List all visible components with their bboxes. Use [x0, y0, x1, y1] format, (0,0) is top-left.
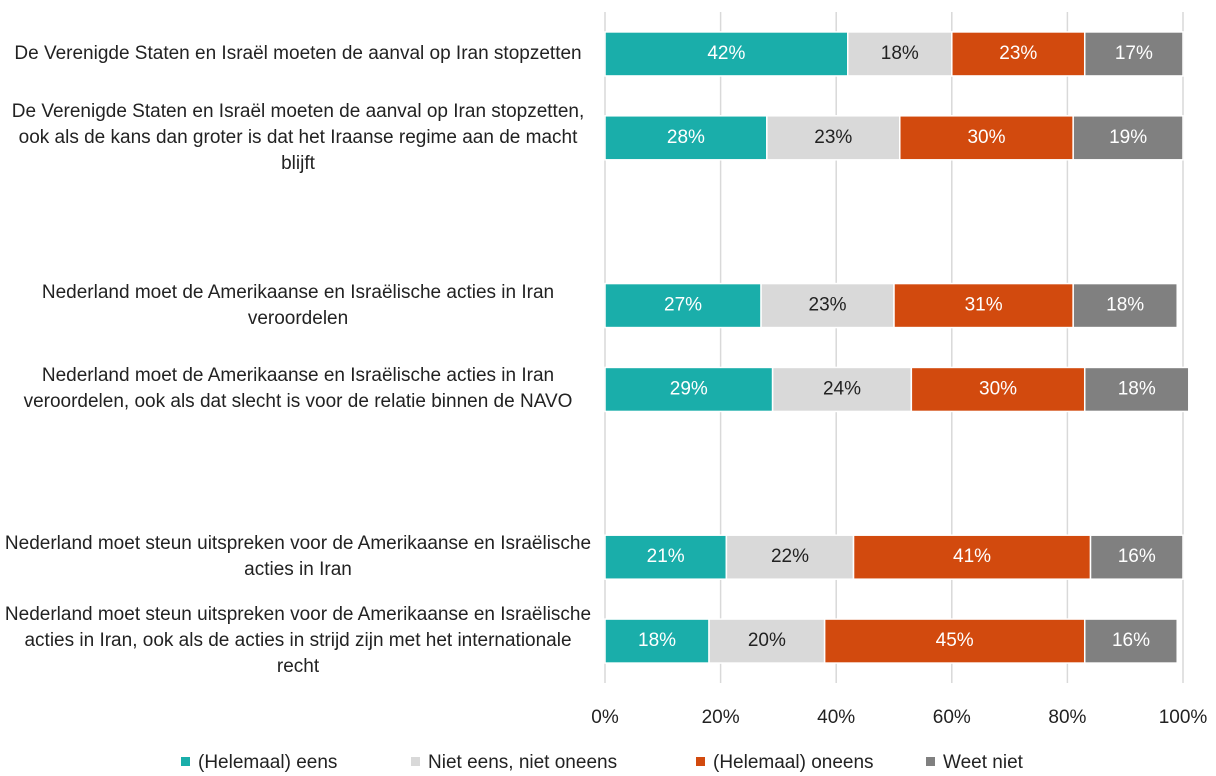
value-label: 27%	[664, 295, 702, 316]
legend-label: Weet niet	[943, 752, 1024, 773]
value-label: 30%	[967, 127, 1005, 148]
value-label: 16%	[1118, 546, 1156, 567]
value-label: 20%	[748, 630, 786, 651]
value-label: 23%	[999, 43, 1037, 64]
category-label: Nederland moet de Amerikaanse en Israëli…	[23, 365, 573, 413]
value-label: 22%	[771, 546, 809, 567]
value-label: 23%	[814, 127, 852, 148]
bar-segment	[708, 618, 826, 664]
legend-swatch	[411, 757, 420, 766]
bar-segment	[760, 282, 895, 329]
value-label: 18%	[881, 43, 919, 64]
bar-segment	[910, 366, 1086, 413]
value-label: 19%	[1109, 127, 1147, 148]
bar-segment	[823, 618, 1086, 664]
x-tick-label: 80%	[1048, 707, 1086, 728]
bar-segment	[1083, 366, 1190, 413]
bar-segment	[604, 534, 728, 580]
bar-segment	[1083, 31, 1184, 77]
value-label: 18%	[638, 630, 676, 651]
x-tick-label: 100%	[1159, 707, 1208, 728]
x-tick-label: 20%	[702, 707, 740, 728]
value-label: 30%	[979, 378, 1017, 399]
value-label: 29%	[670, 378, 708, 399]
x-tick-label: 0%	[591, 707, 619, 728]
value-label: 24%	[823, 378, 861, 399]
bar-segment	[771, 366, 913, 413]
legend-swatch	[926, 757, 935, 766]
bar-segment	[604, 31, 849, 77]
category-label: Nederland moet steun uitspreken voor de …	[4, 533, 592, 581]
x-tick-label: 60%	[933, 707, 971, 728]
category-label: De Verenigde Staten en Israël moeten de …	[11, 100, 585, 174]
bar-segment	[893, 282, 1074, 329]
value-label: 16%	[1112, 630, 1150, 651]
value-label: 31%	[965, 295, 1003, 316]
value-label: 21%	[647, 546, 685, 567]
bar-segment	[847, 31, 953, 77]
value-label: 18%	[1118, 378, 1156, 399]
bar-segment	[604, 366, 774, 413]
bar-segment	[852, 534, 1092, 580]
value-label: 18%	[1106, 295, 1144, 316]
bar-segment	[604, 282, 762, 329]
x-tick-label: 40%	[817, 707, 855, 728]
legend-swatch	[696, 757, 705, 766]
category-label: Nederland moet de Amerikaanse en Israëli…	[41, 281, 555, 329]
bar-segment	[725, 534, 855, 580]
bar-segment	[604, 618, 710, 664]
legend-label: Niet eens, niet oneens	[428, 752, 617, 773]
value-label: 23%	[809, 295, 847, 316]
category-label: Nederland moet steun uitspreken voor de …	[4, 604, 592, 678]
bar-segment	[899, 115, 1074, 161]
value-label: 45%	[936, 630, 974, 651]
bar-segment	[1089, 534, 1184, 580]
bar-segment	[1083, 618, 1178, 664]
value-label: 28%	[667, 127, 705, 148]
legend-label: (Helemaal) eens	[198, 752, 337, 773]
category-label: De Verenigde Staten en Israël moeten de …	[14, 42, 582, 64]
bar-segment	[951, 31, 1086, 77]
bar-segment	[604, 115, 768, 161]
bar-segment	[1072, 282, 1178, 329]
value-label: 41%	[953, 546, 991, 567]
value-label: 42%	[707, 43, 745, 64]
bar-segment	[1072, 115, 1184, 161]
legend-swatch	[181, 757, 190, 766]
value-label: 17%	[1115, 43, 1153, 64]
legend-label: (Helemaal) oneens	[713, 752, 874, 773]
